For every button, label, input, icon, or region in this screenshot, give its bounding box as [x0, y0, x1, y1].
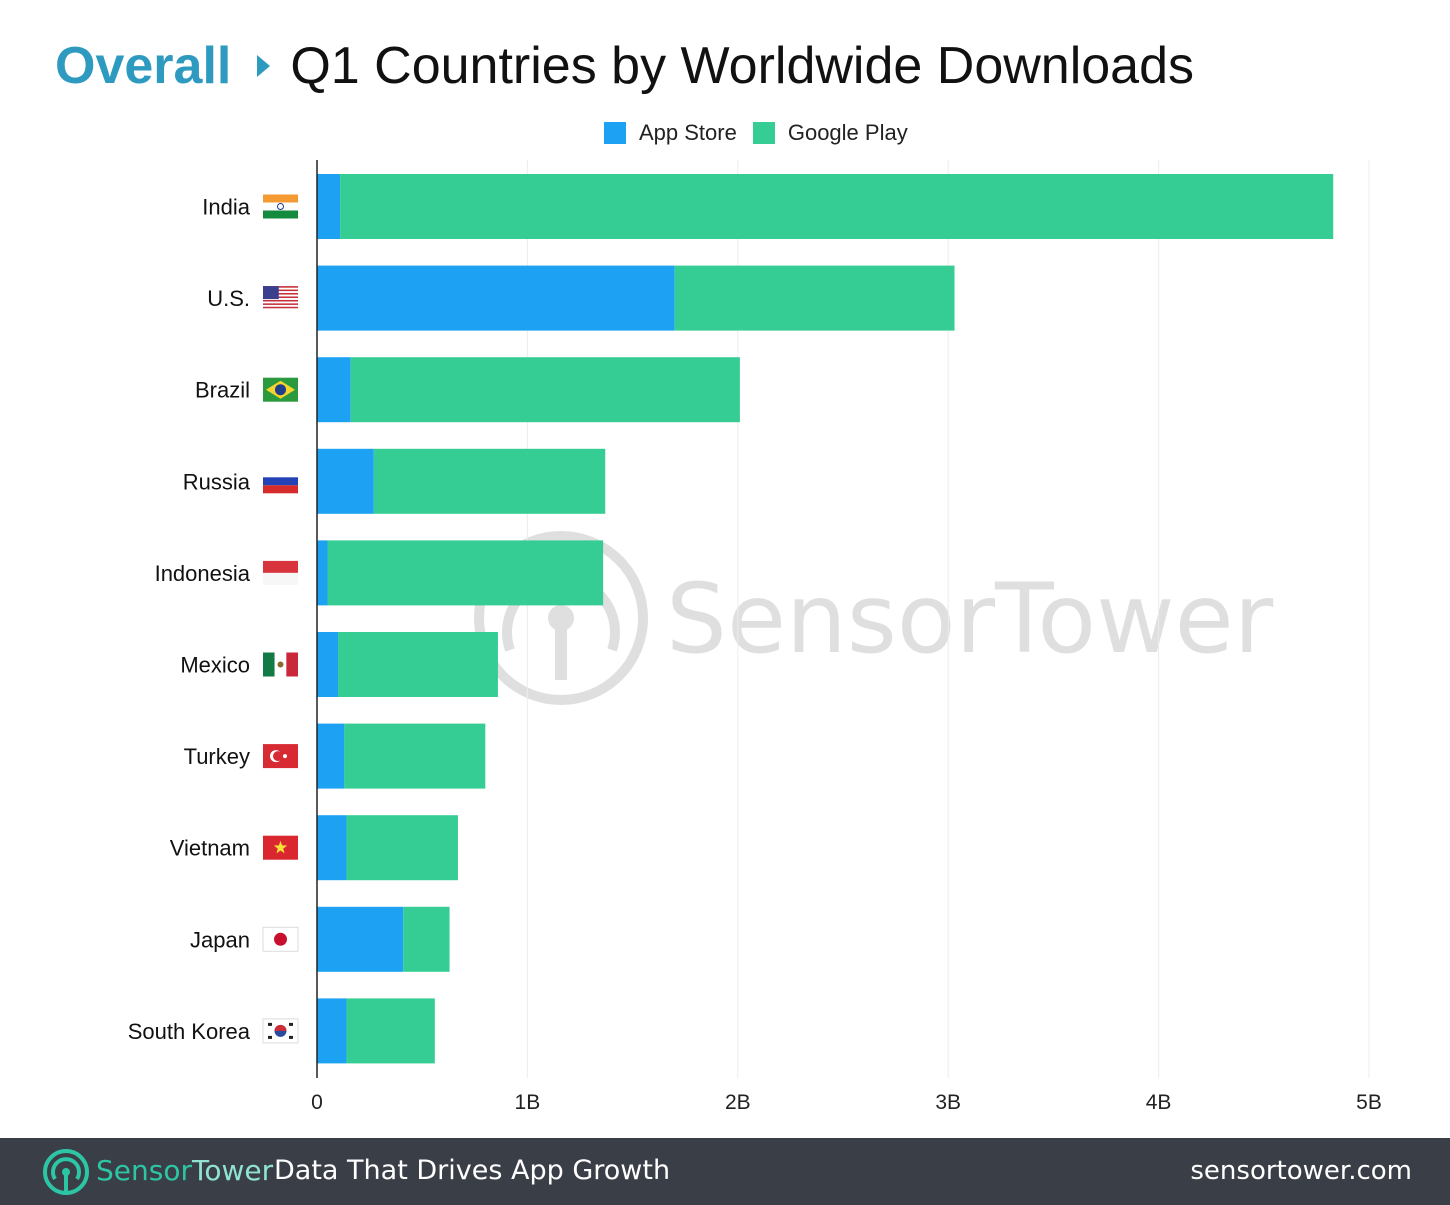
bar-chart: SensorTower India U.S. Brazil Russia Indones…: [128, 160, 1382, 1114]
category-label: Russia: [183, 469, 251, 494]
us-flag-icon: [263, 286, 298, 311]
sensortower-watermark: SensorTower: [474, 531, 1274, 705]
bar-google-play-u-s-[interactable]: [674, 265, 955, 331]
footer-brand: SensorTower: [96, 1154, 273, 1187]
bar-app-store-india[interactable]: [317, 174, 341, 239]
bar-google-play-brazil[interactable]: [350, 357, 740, 423]
sensortower-logo-icon: [43, 1149, 89, 1195]
vietnam-flag-icon: [263, 835, 298, 860]
category-label: Indonesia: [155, 561, 251, 586]
country-flags: [262, 194, 299, 1044]
bar-app-store-indonesia[interactable]: [317, 540, 328, 606]
turkey-flag-icon: [263, 744, 298, 769]
category-label: South Korea: [128, 1019, 251, 1044]
x-tick-label: 2B: [725, 1091, 751, 1114]
legend-swatch-app-store: [604, 122, 626, 144]
indonesia-flag-icon: [263, 560, 298, 585]
category-label: U.S.: [207, 286, 250, 311]
category-label: Mexico: [180, 653, 250, 678]
x-tick-label: 4B: [1146, 1091, 1172, 1114]
russia-flag-icon: [263, 469, 298, 494]
bar-google-play-turkey[interactable]: [344, 723, 486, 789]
category-label: Japan: [190, 927, 250, 952]
x-tick-label: 1B: [515, 1091, 541, 1114]
bar-app-store-vietnam[interactable]: [317, 815, 347, 881]
bar-google-play-mexico[interactable]: [338, 632, 498, 697]
x-tick-label: 5B: [1356, 1091, 1382, 1114]
legend-swatch-google-play: [752, 122, 775, 144]
mexico-flag-icon: [263, 652, 298, 677]
japan-flag-icon: [262, 926, 299, 952]
x-axis-labels: 0 1B 2B 3B 4B 5B: [311, 1091, 1382, 1114]
legend-item-google-play[interactable]: Google Play: [752, 120, 908, 146]
footer-bar: SensorTower Data That Drives App Growth …: [0, 1138, 1450, 1205]
legend-item-app-store[interactable]: App Store: [604, 120, 737, 146]
legend-label-google-play: Google Play: [787, 120, 908, 145]
south-korea-flag-icon: [262, 1018, 299, 1044]
x-tick-label: 3B: [935, 1091, 961, 1114]
svg-text:SensorTower: SensorTower: [666, 563, 1274, 675]
bar-app-store-south-korea[interactable]: [317, 998, 347, 1064]
category-label: Turkey: [184, 744, 250, 769]
bar-google-play-vietnam[interactable]: [346, 815, 458, 881]
bar-google-play-india[interactable]: [340, 174, 1334, 239]
india-flag-icon: [263, 194, 298, 219]
chart-legend: App Store Google Play: [604, 120, 924, 146]
bar-google-play-indonesia[interactable]: [327, 540, 604, 606]
bar-app-store-brazil[interactable]: [317, 357, 351, 423]
brand-part-1: Sensor: [96, 1154, 192, 1187]
brazil-flag-icon: [263, 377, 298, 402]
category-label: Brazil: [195, 378, 250, 403]
brand-part-2: Tower: [191, 1154, 274, 1187]
bar-app-store-russia[interactable]: [317, 448, 374, 514]
bar-app-store-u-s-[interactable]: [317, 265, 675, 331]
y-axis-labels: India U.S. Brazil Russia Indonesia Mexico Turk…: [128, 195, 251, 1044]
title-text: Q1 Countries by Worldwide Downloads: [290, 37, 1195, 95]
x-tick-label: 0: [311, 1091, 323, 1114]
bar-google-play-south-korea[interactable]: [346, 998, 435, 1064]
bar-google-play-japan[interactable]: [403, 906, 450, 972]
bar-app-store-japan[interactable]: [317, 906, 404, 972]
category-label: India: [202, 195, 250, 220]
caret-right-icon: [257, 55, 271, 77]
chart-title: Overall Q1 Countries by Worldwide Downlo…: [55, 34, 1194, 98]
footer-url[interactable]: sensortower.com: [1190, 1156, 1412, 1186]
bar-app-store-turkey[interactable]: [317, 723, 345, 789]
bars: [317, 174, 1334, 1064]
bar-app-store-mexico[interactable]: [317, 632, 339, 697]
section-label: Overall: [55, 37, 232, 95]
bar-google-play-russia[interactable]: [373, 448, 606, 514]
legend-label-app-store: App Store: [639, 120, 737, 145]
footer-tagline: Data That Drives App Growth: [274, 1155, 671, 1186]
category-label: Vietnam: [170, 836, 250, 861]
